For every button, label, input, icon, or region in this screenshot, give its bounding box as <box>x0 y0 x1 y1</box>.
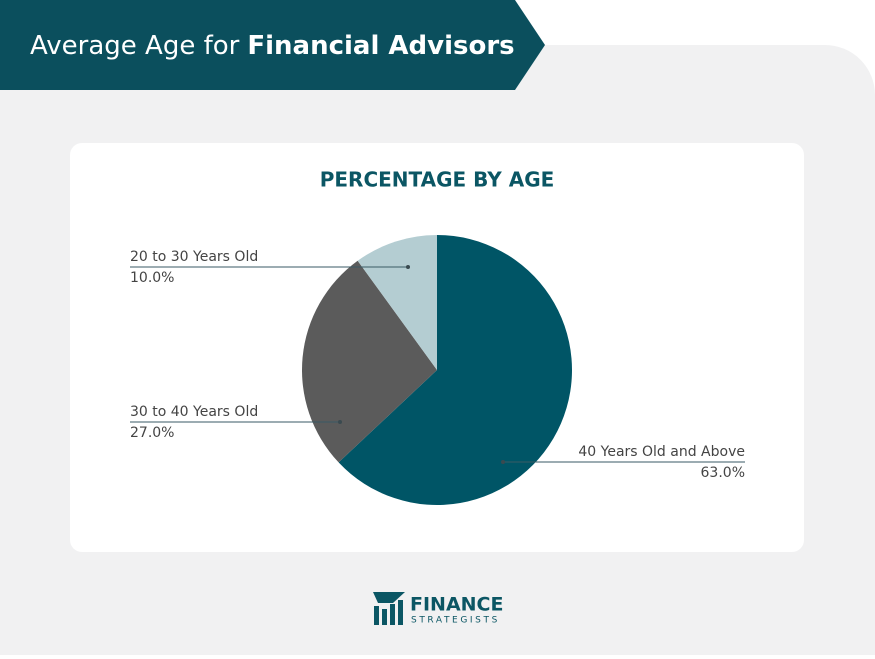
logo-icon <box>374 606 379 625</box>
logo-icon <box>373 592 405 603</box>
header-title-bold: Financial Advisors <box>247 31 514 61</box>
slice-label: 20 to 30 Years Old <box>130 249 258 265</box>
slice-value: 27.0% <box>130 425 174 441</box>
chart-title: PERCENTAGE BY AGE <box>320 168 555 192</box>
logo: FINANCE STRATEGISTS <box>373 592 503 626</box>
header-banner <box>0 0 545 90</box>
header-title-start: Average Age for <box>30 31 240 61</box>
logo-top: FINANCE <box>410 594 503 616</box>
slice-value: 10.0% <box>130 270 174 286</box>
leader-dot <box>406 265 410 269</box>
logo-icon <box>382 609 387 625</box>
slice-label: 30 to 40 Years Old <box>130 404 258 420</box>
pie-slice <box>302 260 437 463</box>
logo-icon <box>398 600 403 625</box>
leader-dot <box>501 460 505 464</box>
header-title: Average Age for Financial Advisors <box>30 31 515 61</box>
pie-slice <box>338 235 572 505</box>
pie: 40 Years Old and Above 63.0% 30 to 40 Year… <box>130 235 745 505</box>
logo-icon <box>390 604 395 625</box>
slice-label: 40 Years Old and Above <box>578 444 745 460</box>
pie-slice <box>357 235 437 370</box>
logo-bottom: STRATEGISTS <box>411 616 500 626</box>
slice-value: 63.0% <box>701 465 745 481</box>
leader-dot <box>338 420 342 424</box>
